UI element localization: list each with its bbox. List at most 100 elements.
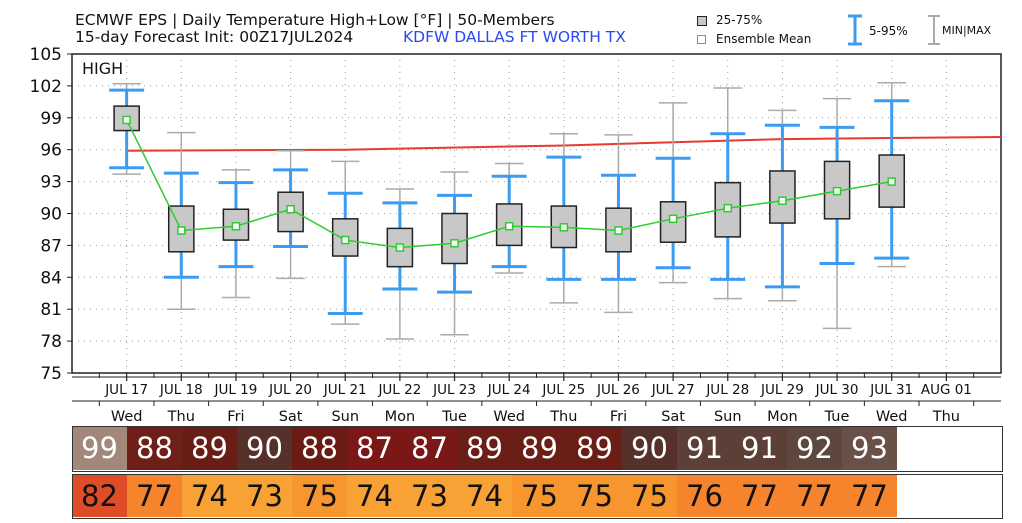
x-tick-label: JUL 29: [760, 382, 804, 398]
low-temp-cell: 77: [842, 474, 897, 517]
day-label: Thu: [932, 409, 960, 425]
legend-mean-label: Ensemble Mean: [716, 32, 812, 46]
high-temp-cell: 87: [347, 426, 402, 470]
low-temp-cell: 75: [622, 474, 677, 517]
empty-cell: [897, 426, 952, 470]
ensemble-mean-marker: [614, 226, 623, 235]
empty-cell: [952, 474, 1007, 517]
high-temp-cell: 88: [127, 426, 182, 470]
legend-box-label: 25-75%: [716, 13, 763, 27]
iqr-box: [441, 212, 468, 265]
x-tick-label: JUL 19: [214, 382, 258, 398]
low-temp-cell: 73: [237, 474, 292, 517]
low-temp-cell: 74: [182, 474, 237, 517]
low-temp-cell: 75: [512, 474, 567, 517]
y-tick-label: 90: [40, 205, 62, 225]
high-temp-cell: 99: [72, 426, 127, 470]
high-temp-cell: 87: [402, 426, 457, 470]
x-tick-label: JUL 28: [705, 382, 749, 398]
ensemble-mean-marker: [122, 115, 131, 125]
y-tick-label: 105: [30, 45, 62, 65]
high-temp-cell: 92: [787, 426, 842, 470]
day-label: Tue: [441, 409, 467, 425]
legend-minmax-label: MIN|MAX: [942, 24, 992, 37]
x-tick-label: AUG 01: [921, 382, 972, 398]
low-temp-cell: 74: [457, 474, 512, 517]
empty-cell: [897, 474, 952, 517]
day-label: Sat: [661, 409, 685, 425]
y-tick-label: 87: [40, 236, 62, 256]
x-tick-label: JUL 21: [323, 382, 367, 398]
x-tick-label: JUL 18: [159, 382, 203, 398]
low-temp-cell: 76: [677, 474, 732, 517]
x-tick-label: JUL 22: [377, 382, 421, 398]
ensemble-mean-marker: [559, 223, 569, 232]
x-tick-label: JUL 30: [815, 382, 859, 398]
high-temp-cell: 89: [512, 426, 567, 470]
x-tick-label: JUL 27: [651, 382, 695, 398]
high-temp-row: 99 88 89 90 88 87 87 89 89 89 90 91 91 92 93: [72, 426, 1007, 470]
empty-cell: [952, 426, 1007, 470]
low-temp-cell: 74: [347, 474, 402, 517]
high-temp-cell: 88: [292, 426, 347, 470]
iqr-box: [495, 203, 523, 247]
high-temp-cell: 89: [457, 426, 512, 470]
low-temp-cell: 77: [127, 474, 182, 517]
high-temp-cell: 93: [842, 426, 897, 470]
low-temp-cell: 77: [787, 474, 842, 517]
high-temp-cell: 90: [237, 426, 292, 470]
day-label: Wed: [876, 409, 908, 425]
low-temp-cell: 77: [732, 474, 787, 517]
ensemble-mean-marker: [395, 243, 405, 252]
x-tick-label: JUL 20: [268, 382, 312, 398]
legend-whisker-label: 5-95%: [869, 24, 908, 38]
high-temp-cell: 91: [677, 426, 732, 470]
day-label: Sun: [714, 409, 742, 425]
high-temp-cell: 89: [567, 426, 622, 470]
day-label: Tue: [824, 409, 850, 425]
day-label: Thu: [167, 409, 195, 425]
chart-title: ECMWF EPS | Daily Temperature High+Low […: [75, 11, 555, 29]
y-tick-label: 93: [40, 173, 62, 193]
y-tick-label: 99: [40, 109, 62, 129]
forecast-chart: 75 78 81 84 87 90 93 96 99 102 105 JUL 17 JUL 18 JUL …: [30, 45, 1002, 425]
x-tick-label: JUL 25: [541, 382, 585, 398]
day-label: Fri: [610, 409, 627, 425]
ensemble-mean-marker: [231, 222, 241, 231]
y-tick-label: 78: [40, 332, 62, 352]
station-label: KDFW DALLAS FT WORTH TX: [403, 28, 626, 46]
y-tick-label: 102: [30, 77, 62, 97]
high-temp-cell: 89: [182, 426, 237, 470]
legend-minmax-swatch: [928, 15, 940, 45]
y-tick-label: 84: [40, 268, 62, 288]
x-tick-label: JUL 17: [104, 382, 148, 398]
y-tick-label: 96: [40, 141, 62, 161]
low-temp-cell: 73: [402, 474, 457, 517]
y-tick-label: 81: [40, 300, 62, 320]
day-label: Fri: [227, 409, 244, 425]
ensemble-mean-marker: [832, 186, 842, 196]
init-time: 15-day Forecast Init: 00Z17JUL2024: [75, 28, 354, 46]
y-tick-label: 75: [40, 364, 62, 384]
ensemble-mean-marker: [177, 226, 186, 235]
day-label: Wed: [493, 409, 525, 425]
day-label: Mon: [385, 409, 416, 425]
day-label: Mon: [767, 409, 798, 425]
low-temp-cell: 82: [72, 474, 127, 517]
day-label: Thu: [549, 409, 577, 425]
ensemble-mean-marker: [668, 214, 678, 224]
x-tick-label: JUL 26: [596, 382, 640, 398]
ensemble-mean-marker: [778, 196, 787, 205]
ensemble-mean-marker: [504, 222, 514, 231]
legend-whisker-swatch: [848, 14, 862, 46]
legend-box-swatch: [697, 16, 707, 26]
day-label: Wed: [111, 409, 143, 425]
high-temp-cell: 91: [732, 426, 787, 470]
x-tick-label: JUL 31: [869, 382, 913, 398]
plot-frame: [71, 53, 1002, 374]
high-temp-cell: 90: [622, 426, 677, 470]
ensemble-mean-marker: [286, 204, 295, 214]
low-temp-row: 82 77 74 73 75 74 73 74 75 75 75 76 77 77 77: [72, 474, 1007, 517]
day-label: Sun: [331, 409, 359, 425]
panel-label: HIGH: [82, 59, 123, 78]
